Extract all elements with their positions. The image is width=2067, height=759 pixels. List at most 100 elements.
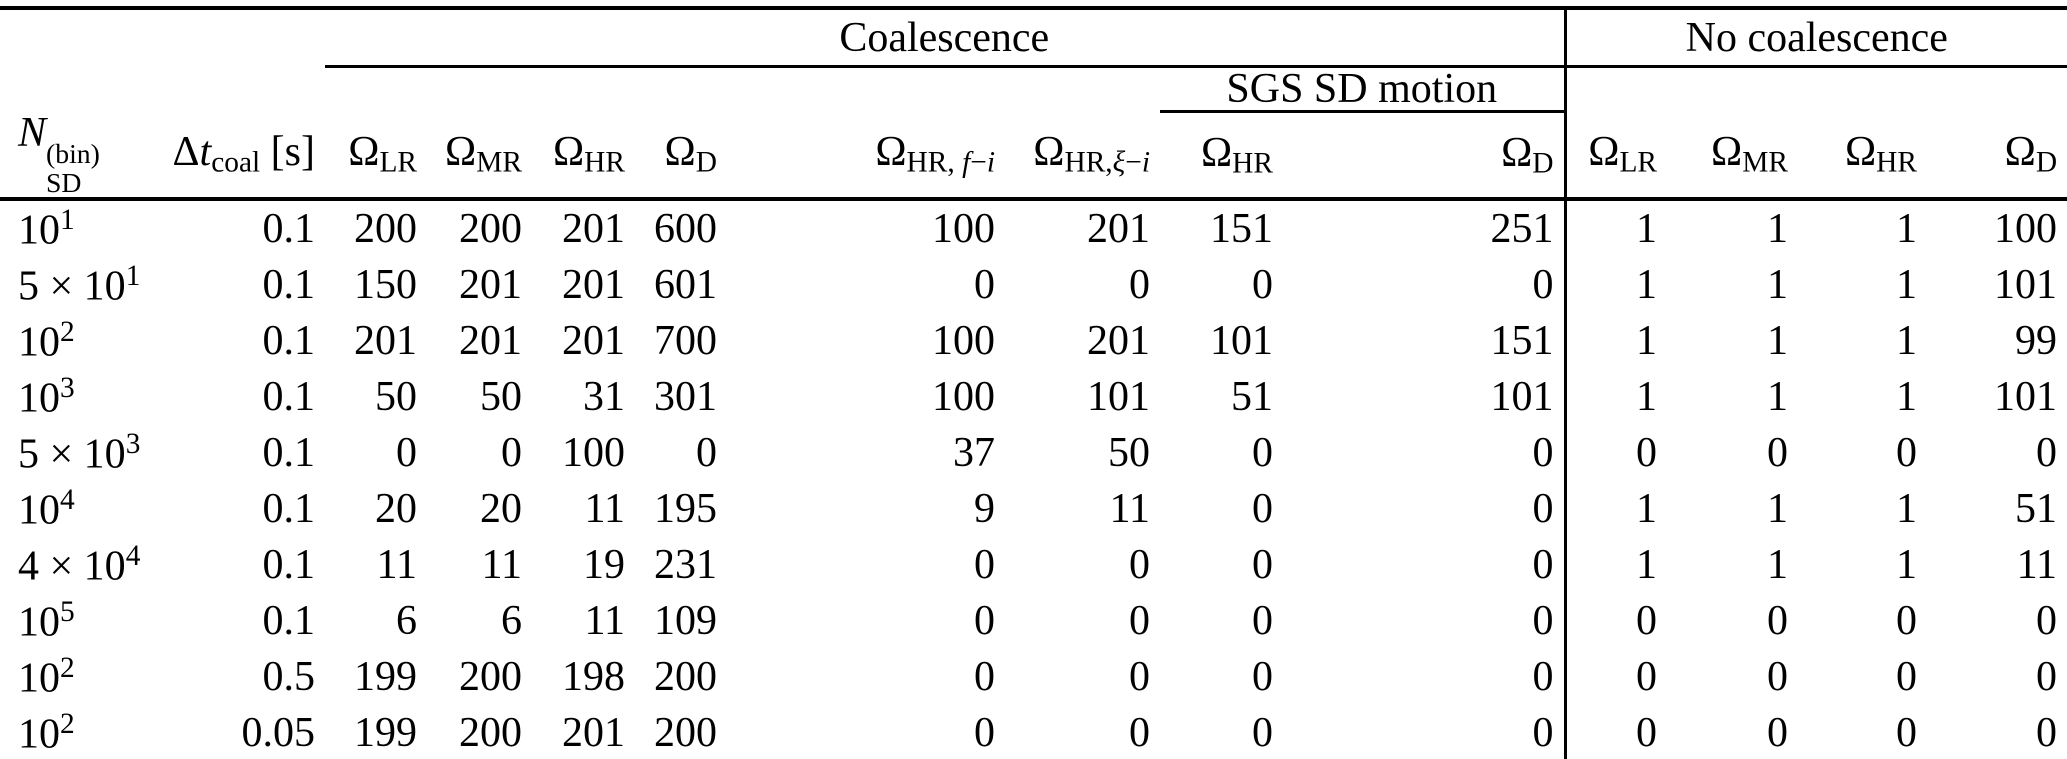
- value-cell-omega_d_nocoal: 0: [2036, 429, 2058, 476]
- value-cell-omega_d_nocoal: 11: [2016, 541, 2058, 588]
- header-text-segment: MR: [1742, 146, 1789, 179]
- header-text-segment: D: [2035, 146, 2058, 179]
- header-text-segment: 5 × 10: [18, 263, 126, 310]
- value-cell-omega_hr_xi_i: 0: [1129, 653, 1150, 700]
- value-cell-omega_hr_coal: 201: [532, 704, 635, 759]
- column-header-row: N (bin) SD Δtcoal [s] ΩLR ΩMR ΩHR ΩD ΩHR, f−i ΩHR…: [0, 111, 2067, 201]
- value-cell-omega_mr_nocoal: 1: [1767, 541, 1789, 588]
- value-cell-omega_hr_f_i: 0: [974, 653, 995, 700]
- cell-dt-coal: 0.1: [262, 429, 316, 476]
- column-header-omega_hr_xi_i: ΩHR,ξ−i: [1005, 111, 1160, 201]
- value-cell-omega_d_sgs: 0: [1283, 592, 1567, 649]
- header-text-segment: 10: [18, 599, 60, 646]
- header-text-segment: Ω: [1033, 128, 1065, 175]
- value-cell-omega_lr_coal: 201: [354, 317, 417, 364]
- value-cell-omega_d_nocoal: 101: [1994, 373, 2058, 420]
- value-cell-omega_hr_sgs: 101: [1210, 317, 1273, 364]
- header-text-segment: 10: [18, 319, 60, 366]
- header-text-segment: f: [962, 146, 971, 179]
- subgroup-spacer-left: [0, 67, 325, 112]
- group-header-row: Coalescence No coalescence: [0, 6, 2067, 68]
- value-cell-omega_mr_nocoal: 1: [1767, 205, 1789, 252]
- value-cell-omega_hr_coal: 11: [584, 597, 625, 644]
- value-cell-omega_d_coal: 200: [635, 704, 727, 759]
- value-cell-omega_hr_coal: 19: [583, 541, 625, 588]
- value-cell-omega_d_nocoal: 51: [2015, 485, 2058, 532]
- value-cell-omega_hr_f_i: 9: [974, 485, 995, 532]
- table-row: 101 0.1 200 200 201 600 100 201 151 251 1 1 1 100: [0, 198, 2067, 257]
- cell-dt-coal: 0.1: [262, 317, 316, 364]
- value-cell-omega_hr_nocoal: 1: [1896, 485, 1918, 532]
- value-cell-omega_hr_xi_i: 201: [1087, 317, 1150, 364]
- header-text-segment: 3: [125, 428, 141, 461]
- value-cell-omega_hr_f_i: 0: [727, 704, 1005, 759]
- value-cell-omega_mr_coal: 200: [459, 205, 522, 252]
- value-cell-omega_hr_f_i: 100: [932, 205, 995, 252]
- value-cell-omega_lr_coal: 6: [396, 597, 417, 644]
- value-cell-omega_hr_coal: 201: [562, 205, 625, 252]
- value-cell-omega_d_sgs: 101: [1283, 368, 1567, 425]
- value-cell-omega_d_sgs: 0: [1283, 704, 1567, 759]
- header-text-segment: 1: [125, 260, 141, 293]
- value-cell-omega_hr_sgs: 0: [1252, 653, 1273, 700]
- table-row: 5 × 101 0.1 150 201 201 601 0 0 0 0 1 1 1 101: [0, 256, 2067, 313]
- value-cell-omega_hr_xi_i: 50: [1108, 429, 1150, 476]
- table-body: 101 0.1 200 200 201 600 100 201 151 251 1 1 1 100 5 × …: [0, 198, 2067, 759]
- value-cell-omega_hr_xi_i: 201: [1087, 205, 1150, 252]
- cell-dt-coal: 0.1: [262, 485, 316, 532]
- header-text-segment: Ω: [1501, 129, 1533, 176]
- header-text-segment: 4 × 10: [18, 543, 126, 590]
- header-text-segment: −: [970, 146, 987, 179]
- value-cell-omega_d_sgs: 0: [1283, 480, 1567, 537]
- header-text-segment: SD: [46, 166, 82, 198]
- value-cell-omega_hr_f_i: 100: [932, 373, 995, 420]
- value-cell-omega_hr_sgs: 51: [1231, 373, 1273, 420]
- value-cell-omega_hr_nocoal: 1: [1896, 205, 1918, 252]
- value-cell-omega_d_coal: 0: [696, 429, 717, 476]
- header-text-segment: [s]: [260, 128, 315, 175]
- table-row: 102 0.5 199 200 198 200 0 0 0 0 0 0 0 0: [0, 648, 2067, 705]
- column-header-omega_lr_coal: ΩLR: [325, 111, 427, 201]
- row-label-nsd: 103: [0, 369, 150, 425]
- value-cell-omega_mr_nocoal: 1: [1767, 317, 1789, 364]
- value-cell-omega_hr_xi_i: 0: [1129, 541, 1150, 588]
- row-label-nsd: 104: [0, 481, 150, 537]
- value-cell-omega_hr_xi_i: 11: [1109, 485, 1150, 532]
- header-text-segment: HR: [1876, 146, 1918, 179]
- value-cell-omega_lr_nocoal: 1: [1636, 485, 1658, 532]
- row-label-nsd: 101: [0, 199, 150, 257]
- value-cell-omega_d_sgs: 0: [1283, 256, 1567, 313]
- value-cell-omega_d_coal: 109: [654, 597, 717, 644]
- value-cell-omega_d_nocoal: 0: [1927, 704, 2067, 759]
- value-cell-omega_d_nocoal: 100: [1994, 205, 2058, 252]
- column-header-omega_hr_f_i: ΩHR, f−i: [727, 111, 1005, 201]
- header-text-segment: 3: [60, 372, 75, 405]
- cell-dt-coal: 0.1: [262, 205, 316, 252]
- header-text-segment: coal: [211, 146, 261, 179]
- value-cell-omega_lr_nocoal: 1: [1636, 373, 1658, 420]
- header-text-segment: HR,: [1064, 146, 1113, 179]
- value-cell-omega_hr_coal: 201: [562, 261, 625, 308]
- value-cell-omega_hr_xi_i: 0: [1129, 597, 1150, 644]
- subgroup-spacer-right: [1565, 67, 2067, 112]
- value-cell-omega_mr_coal: 11: [481, 541, 522, 588]
- value-cell-omega_mr_coal: 201: [459, 317, 522, 364]
- header-text-segment: D: [1532, 146, 1554, 179]
- value-cell-omega_mr_coal: 50: [480, 373, 522, 420]
- column-header-omega_mr_nocoal: ΩMR: [1667, 111, 1799, 201]
- header-text-segment: Ω: [1588, 128, 1620, 175]
- header-text-segment: 4: [60, 484, 75, 517]
- row-label-nsd: 102: [0, 704, 150, 759]
- cell-dt-coal: 0.1: [262, 541, 316, 588]
- value-cell-omega_lr_coal: 150: [354, 261, 417, 308]
- header-text-segment: Ω: [1200, 129, 1233, 176]
- header-text-segment: LR: [379, 146, 417, 179]
- header-text-segment: 4: [125, 540, 141, 573]
- value-cell-omega_mr_nocoal: 1: [1767, 261, 1789, 308]
- header-text-segment: Ω: [1711, 128, 1743, 175]
- table-row: 102 0.05 199 200 201 200 0 0 0 0 0 0 0 0: [0, 704, 2067, 759]
- group-header-spacer: [0, 6, 325, 67]
- row-label-nsd: 4 × 104: [0, 537, 150, 593]
- value-cell-omega_hr_nocoal: 0: [1896, 597, 1918, 644]
- value-cell-omega_d_coal: 231: [654, 541, 717, 588]
